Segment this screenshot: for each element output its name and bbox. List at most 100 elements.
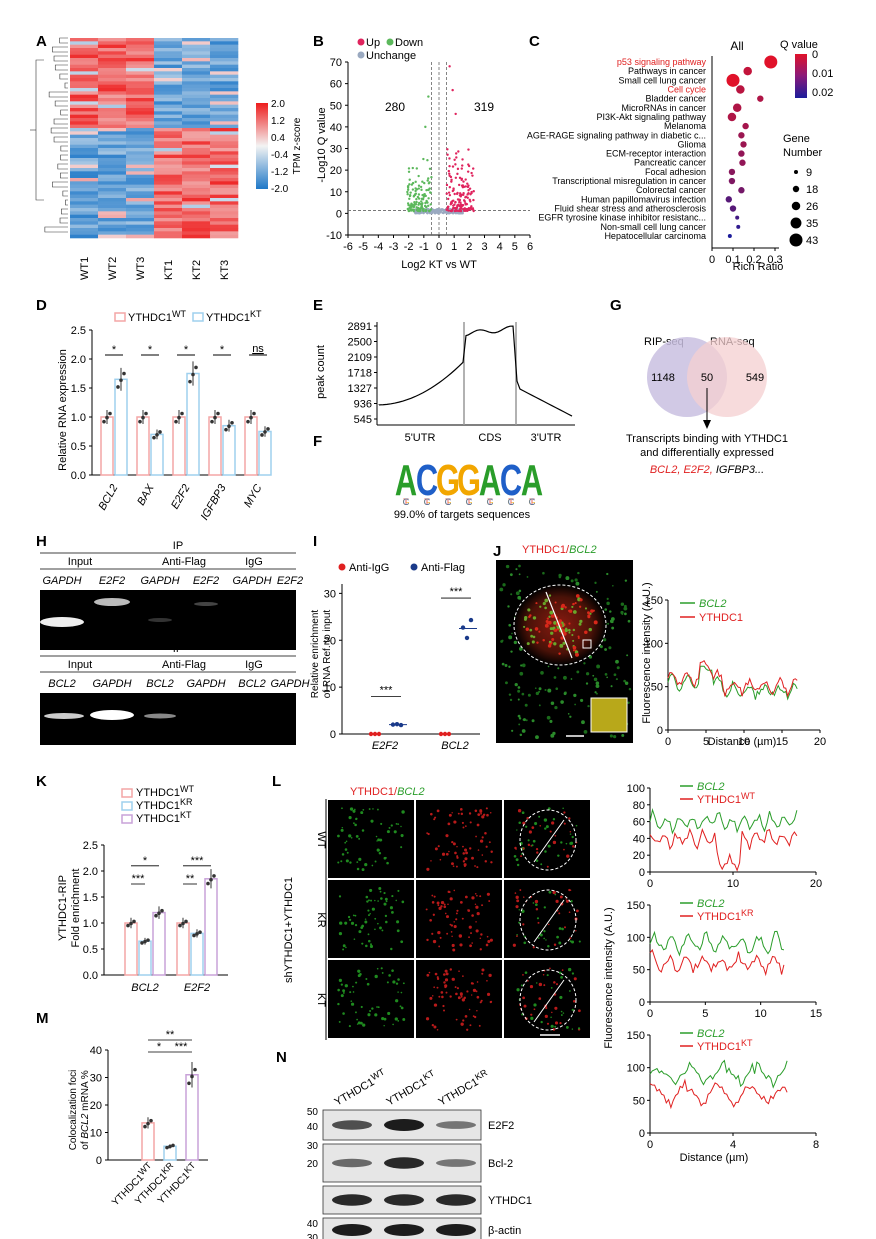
j-speckle-green	[573, 693, 577, 698]
heatmap-cell	[182, 141, 211, 145]
l-speckle	[438, 945, 441, 948]
l-speckle	[529, 985, 534, 989]
l-xtick-label: 10	[755, 1008, 767, 1020]
heatmap-cell	[98, 71, 127, 75]
j-speckle-green	[501, 662, 505, 666]
heatmap-cell	[70, 64, 99, 69]
heatmap-cell	[182, 128, 211, 132]
heatmap-sample-label: KT1	[163, 260, 175, 280]
j-ytick-label: 50	[651, 682, 663, 694]
volcano-point-down	[415, 200, 418, 204]
heatmap-cell	[70, 41, 99, 45]
heatmap-cell	[154, 68, 183, 72]
k-ytick-label: 2.0	[83, 866, 98, 878]
l-speckle	[386, 861, 389, 865]
volcano-point-unchange	[435, 210, 438, 213]
l-speckle	[340, 983, 343, 986]
volcano-point-down	[409, 191, 412, 194]
l-speckle	[559, 1021, 562, 1025]
d-bar	[114, 378, 128, 476]
n-marker-label: 20	[307, 1159, 319, 1170]
l-legend-bcl2: BCL2	[697, 781, 725, 793]
l-legend-ythdc1: YTHDC1KT	[697, 1038, 753, 1053]
motif-minor-letter: G	[423, 497, 430, 507]
l-speckle	[377, 922, 379, 925]
l-speckle	[537, 937, 540, 939]
l-speckle	[486, 892, 490, 896]
l-speckle	[570, 900, 573, 903]
l-speckle	[345, 946, 347, 949]
l-speckle	[512, 943, 516, 947]
l-speckle	[395, 823, 398, 825]
volcano-xtick-label: 0	[436, 241, 442, 253]
j-speckle-green	[534, 687, 537, 690]
j-speckle-red	[548, 594, 552, 597]
l-speckle	[376, 967, 379, 970]
dendrogram-branch	[53, 136, 68, 143]
l-xtick-label: 0	[647, 1008, 653, 1020]
l-speckle	[461, 917, 464, 920]
l-speckle	[551, 821, 555, 825]
l-speckle	[569, 937, 572, 940]
j-speckle-red	[553, 642, 557, 646]
l-speckle	[522, 974, 524, 976]
m-point	[146, 1121, 150, 1126]
d-point	[122, 371, 126, 376]
heatmap-cell	[126, 178, 155, 182]
heatmap-color-scale	[256, 103, 268, 189]
volcano-point-up	[448, 164, 451, 168]
l-speckle	[571, 1028, 574, 1030]
j-speckle-green	[519, 671, 524, 676]
l-speckle	[354, 914, 357, 917]
l-speckle	[522, 923, 525, 926]
l-speckle	[578, 1009, 581, 1013]
j-speckle-red	[549, 610, 554, 615]
k-point	[209, 877, 213, 882]
heatmap-cell	[182, 211, 211, 215]
dendrogram-branch	[44, 226, 68, 233]
bubble-point	[738, 187, 745, 194]
l-speckle	[340, 994, 344, 998]
l-speckle	[467, 909, 471, 912]
l-speckle	[462, 826, 465, 829]
volcano-xtick-label: 1	[451, 241, 457, 253]
l-speckle	[459, 808, 463, 811]
heatmap-cell	[182, 198, 211, 202]
k-ytick-label: 0.0	[83, 970, 98, 982]
heatmap-cell	[70, 58, 99, 62]
volcano-point-up	[459, 209, 463, 213]
volcano-point-up	[470, 191, 473, 195]
volcano-point-up	[459, 201, 462, 204]
heatmap-cell	[126, 41, 155, 45]
heatmap-cell	[210, 128, 239, 132]
l-speckle	[481, 972, 484, 975]
l-speckle	[466, 1028, 469, 1031]
heatmap-cell	[182, 134, 211, 139]
j-speckle-green	[517, 689, 521, 693]
l-speckle	[455, 918, 458, 921]
l-speckle	[453, 921, 455, 923]
l-nucleus-outline	[519, 969, 577, 1031]
volcano-point-up	[460, 193, 463, 197]
l-speckle	[475, 921, 477, 923]
j-speckle-green	[609, 734, 613, 738]
l-speckle	[342, 989, 346, 993]
l-speckle	[534, 899, 539, 904]
heatmap-cell	[126, 108, 155, 112]
legend-flag-label: Anti-Flag	[421, 562, 465, 574]
k-ylabel-2: Fold enrichment	[70, 869, 82, 948]
volcano-point-up	[464, 207, 468, 211]
n-band-label: β-actin	[488, 1225, 521, 1237]
volcano-point-down	[414, 187, 417, 190]
heatmap-cell	[182, 68, 211, 72]
l-speckle	[481, 854, 484, 856]
l-speckle	[578, 940, 581, 943]
heatmap-cell	[154, 224, 183, 229]
l-xtick-label: 20	[810, 878, 822, 890]
l-speckle	[366, 982, 370, 986]
j-ylabel: Fluorescence intensity (A.U.)	[641, 582, 653, 723]
l-speckle	[355, 1011, 357, 1014]
volcano-point-up	[466, 182, 469, 185]
l-speckle	[437, 930, 441, 935]
i-category-label: E2F2	[372, 740, 398, 752]
